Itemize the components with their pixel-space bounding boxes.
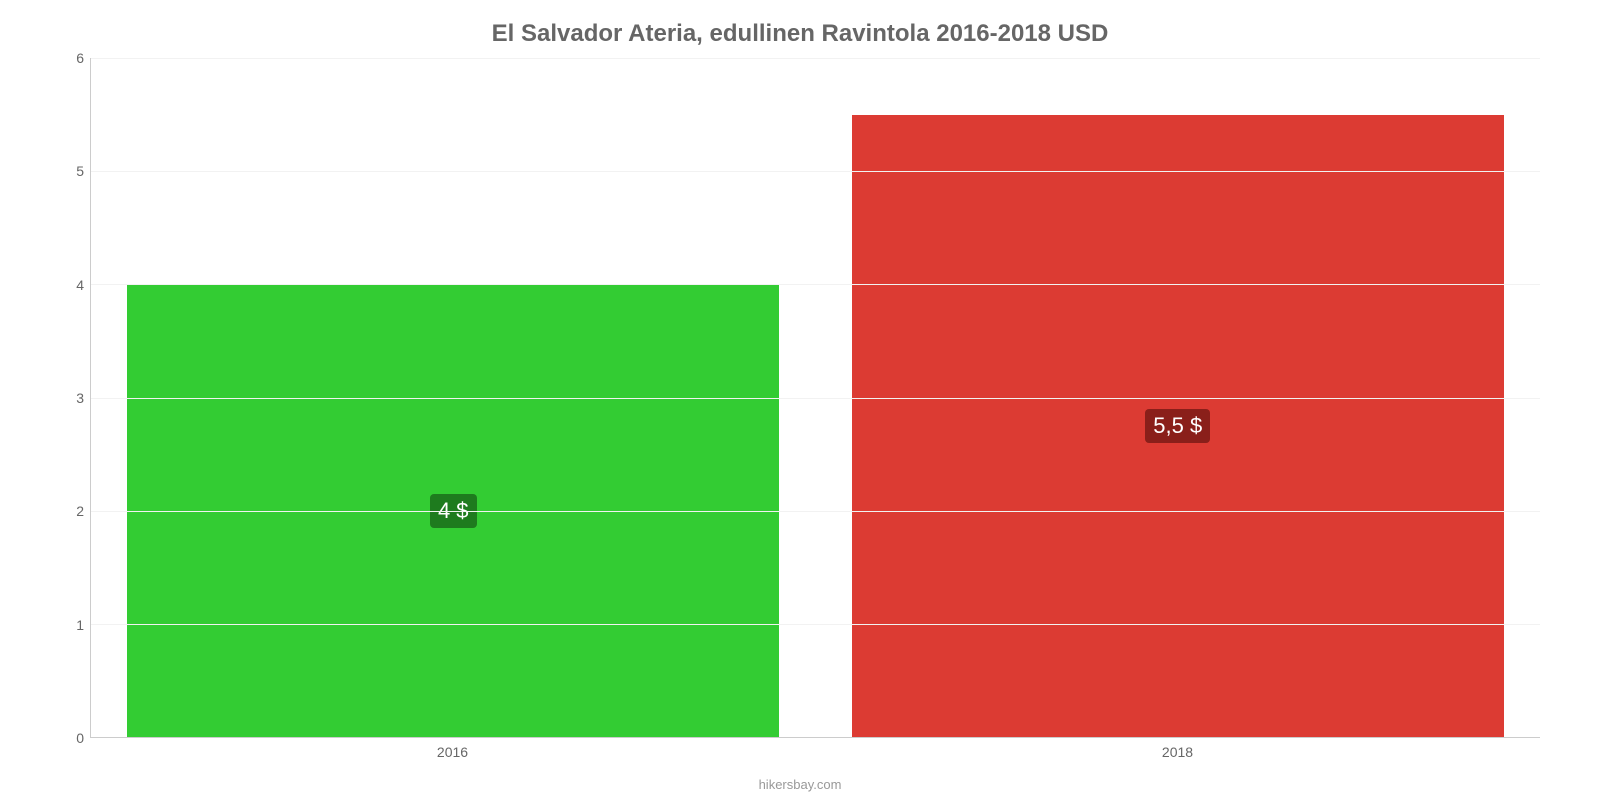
gridline: [91, 511, 1540, 512]
plot-area: 4 $5,5 $: [90, 58, 1540, 738]
bar-value-label: 5,5 $: [1145, 409, 1210, 443]
x-axis: 20162018: [90, 744, 1540, 760]
y-tick-label: 6: [76, 50, 84, 66]
y-axis: 0123456: [60, 58, 90, 738]
gridline: [91, 284, 1540, 285]
y-tick-label: 4: [76, 277, 84, 293]
gridline: [91, 58, 1540, 59]
gridline: [91, 624, 1540, 625]
y-tick-label: 0: [76, 730, 84, 746]
y-tick-label: 5: [76, 163, 84, 179]
gridline: [91, 171, 1540, 172]
y-tick-label: 2: [76, 503, 84, 519]
y-tick-label: 1: [76, 617, 84, 633]
credit-text: hikersbay.com: [0, 777, 1600, 792]
chart-title: El Salvador Ateria, edullinen Ravintola …: [60, 20, 1540, 48]
x-tick-label: 2018: [815, 744, 1540, 760]
plot-outer: 0123456 4 $5,5 $ 20162018: [60, 58, 1540, 738]
y-tick-label: 3: [76, 390, 84, 406]
x-tick-label: 2016: [90, 744, 815, 760]
bar: 5,5 $: [852, 115, 1504, 737]
gridline: [91, 398, 1540, 399]
chart-container: El Salvador Ateria, edullinen Ravintola …: [0, 0, 1600, 800]
